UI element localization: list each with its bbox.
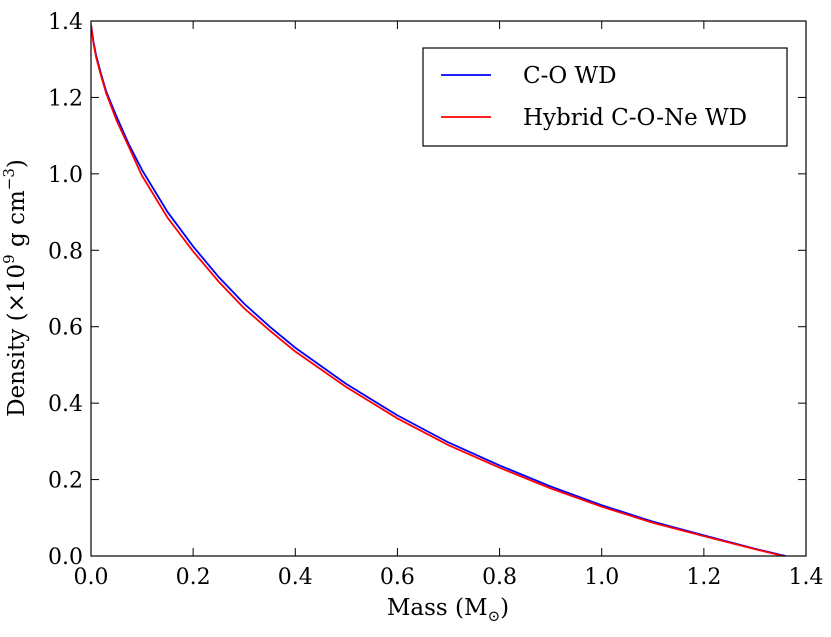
x-tick-label: 1.0: [584, 565, 619, 590]
y-tick-label: 1.4: [48, 10, 83, 35]
y-axis-label: Density (×109 g cm−3): [0, 159, 30, 417]
x-tick-label: 0.8: [482, 565, 517, 590]
legend-label-hybrid: Hybrid C-O-Ne WD: [523, 105, 747, 131]
x-tick-label: 0.0: [74, 565, 109, 590]
x-tick-label: 0.2: [176, 565, 211, 590]
legend: C-O WD Hybrid C-O-Ne WD: [422, 47, 788, 147]
y-tick-label: 1.2: [48, 86, 83, 111]
series-line-1: [91, 24, 784, 556]
x-tick-label: 1.2: [686, 565, 721, 590]
y-tick-label: 0.8: [48, 239, 83, 264]
legend-box: [422, 47, 788, 147]
y-tick-label: 0.0: [48, 545, 83, 570]
plot-frame: [90, 20, 807, 557]
y-tick-label: 0.2: [48, 469, 83, 494]
x-axis-label: Mass (M⊙): [387, 595, 509, 625]
y-tick-label: 0.4: [48, 392, 83, 417]
y-tick-label: 0.6: [48, 316, 83, 341]
legend-label-co: C-O WD: [523, 63, 617, 89]
x-tick-label: 0.4: [278, 565, 313, 590]
y-tick-label: 1.0: [48, 163, 83, 188]
x-tick-label: 0.6: [380, 565, 415, 590]
x-tick-label: 1.4: [789, 565, 824, 590]
